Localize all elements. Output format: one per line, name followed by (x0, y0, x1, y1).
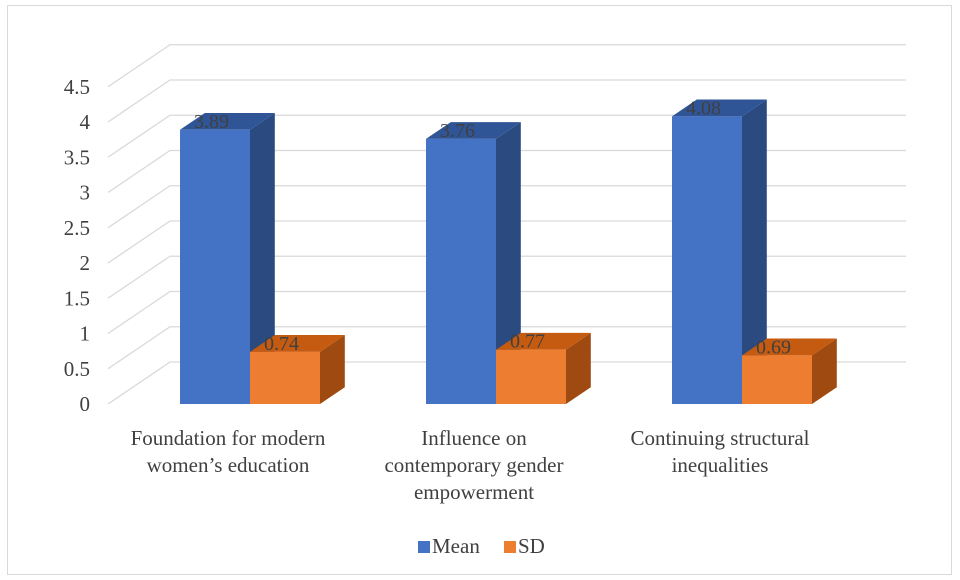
y-tick-label: 3.5 (64, 145, 90, 169)
gridline (107, 114, 906, 158)
y-tick-label: 1.5 (64, 286, 90, 310)
legend: Mean SD (418, 534, 545, 558)
y-tick-label: 0 (80, 392, 91, 416)
legend-swatch (504, 541, 516, 553)
bar-top-face (672, 99, 767, 117)
data-label: 3.76 (440, 120, 475, 142)
y-tick-label: 4.5 (64, 75, 90, 99)
y-tick-label: 3 (80, 181, 91, 205)
legend-swatch (418, 541, 430, 553)
bar-top-face (180, 112, 275, 130)
data-label: 0.77 (510, 331, 545, 353)
y-tick-label: 2 (80, 251, 91, 275)
gridline (107, 220, 906, 264)
gridlines (107, 44, 906, 405)
bar-side-face (566, 332, 591, 404)
bar-sd (496, 332, 591, 404)
bars (180, 99, 837, 405)
data-labels: 3.89 0.74 3.76 0.77 4.08 0.69 (194, 97, 791, 358)
bar-front-face (180, 129, 250, 404)
gridline (107, 255, 906, 299)
gridline (107, 290, 906, 335)
category-label: Foundation for modern women’s education (131, 426, 326, 477)
bar-mean (672, 99, 767, 405)
bar-sd (742, 338, 837, 404)
legend-label: Mean (432, 534, 480, 558)
gridline (107, 44, 906, 88)
gridline (107, 185, 906, 229)
bar-top-face (496, 332, 591, 350)
bar-front-face (672, 116, 742, 405)
bar-side-face (320, 335, 345, 404)
bar-side-face (496, 122, 521, 405)
category-labels: Foundation for modern women’s education In… (131, 426, 810, 504)
bar-top-face (742, 338, 837, 356)
bar-top-face (250, 335, 345, 352)
data-label: 4.08 (686, 97, 721, 119)
bar-mean (180, 112, 275, 404)
bar-front-face (742, 355, 812, 404)
gridline (107, 361, 906, 405)
data-label: 3.89 (194, 111, 229, 133)
bar-front-face (250, 351, 320, 404)
y-tick-label: 2.5 (64, 216, 90, 240)
bar-side-face (250, 112, 275, 404)
bar-mean (426, 122, 521, 405)
data-label: 0.69 (756, 336, 791, 358)
gridline (107, 326, 906, 370)
y-axis-ticks: 0 0.5 1 1.5 2 2.5 3 3.5 4 4.5 (64, 75, 91, 416)
data-label: 0.74 (264, 333, 299, 355)
y-tick-label: 0.5 (64, 357, 90, 381)
category-label: Influence on contemporary gender empowerme… (384, 426, 563, 504)
y-tick-label: 4 (80, 110, 91, 134)
gridline (107, 79, 906, 123)
bar-top-face (426, 122, 521, 139)
y-tick-label: 1 (80, 322, 91, 346)
bar-sd (250, 335, 345, 404)
bar-side-face (742, 99, 767, 404)
legend-label: SD (518, 534, 545, 558)
bar-front-face (426, 138, 496, 405)
category-label: Continuing structural inequalities (630, 426, 809, 477)
bar-front-face (496, 349, 566, 404)
bar-side-face (812, 338, 837, 404)
gridline (107, 149, 906, 194)
